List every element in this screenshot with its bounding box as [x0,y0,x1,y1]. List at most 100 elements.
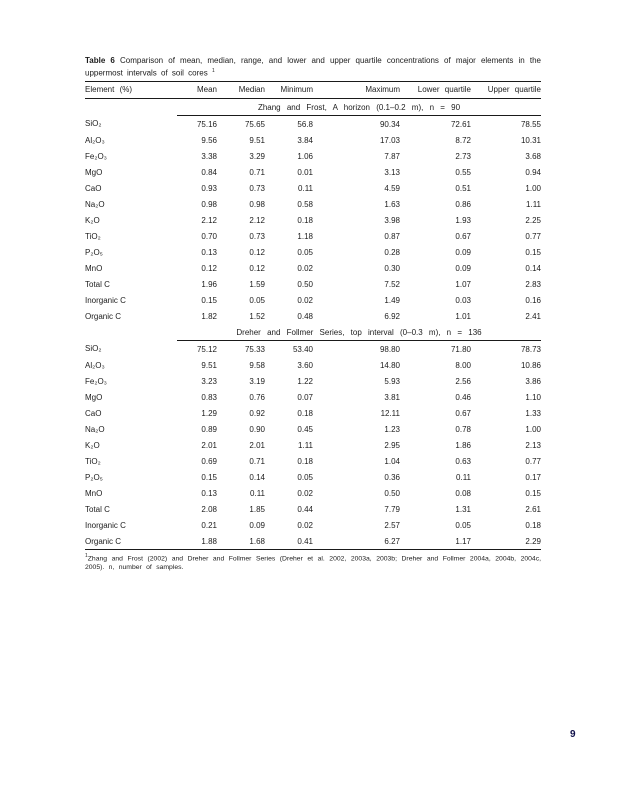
value-cell: 0.05 [249,295,265,305]
column-header-minimum: Minimum [265,81,313,99]
table-row: Na₂O 0.89 0.90 0.45 1.23 0.78 1.00 [85,421,541,437]
element-label: CaO [85,408,102,418]
value-cell: 1.59 [249,279,265,289]
element-label: P₂O₅ [85,472,103,482]
value-cell: 1.18 [297,231,313,241]
element-label: CaO [85,183,102,193]
value-cell: 0.05 [297,247,313,257]
value-cell: 1.31 [455,504,471,514]
element-label: Organic C [85,311,122,321]
value-cell: 78.73 [520,344,541,354]
value-cell: 3.13 [384,167,400,177]
value-cell: 0.09 [455,247,471,257]
table-footnote: 1Zhang and Frost (2002) and Dreher and F… [85,552,541,572]
comparison-table: Element (%) Mean Median Minimum Maximum Lower… [85,81,541,550]
value-cell: 1.07 [455,279,471,289]
value-cell: 1.01 [455,311,471,321]
value-cell: 0.86 [455,199,471,209]
value-cell: 0.98 [249,199,265,209]
value-cell: 1.29 [201,408,217,418]
value-cell: 0.50 [297,279,313,289]
table-row: Inorganic C 0.21 0.09 0.02 2.57 0.05 0.18 [85,517,541,533]
value-cell: 0.41 [265,533,313,550]
value-cell: 0.48 [297,311,313,321]
table-caption: Table 6 Comparison of mean, median, rang… [85,55,541,79]
table-row: MnO 0.12 0.12 0.02 0.30 0.09 0.14 [85,260,541,276]
value-cell: 0.36 [384,472,400,482]
footnote-text: Zhang and Frost (2002) and Dreher and Fo… [85,555,541,572]
value-cell: 3.29 [249,151,265,161]
element-label: Organic C [85,533,177,550]
table-row: K₂O 2.12 2.12 0.18 3.98 1.93 2.25 [85,212,541,228]
value-cell: 6.27 [313,533,400,550]
value-cell: 2.57 [384,520,400,530]
value-cell: 8.00 [455,360,471,370]
table-header-row: Element (%) Mean Median Minimum Maximum Lower… [85,81,541,99]
element-label: Inorganic C [85,295,126,305]
section-header-row: Dreher and Follmer Series, top interval … [85,324,541,341]
element-label: MnO [85,263,103,273]
value-cell: 2.25 [525,215,541,225]
value-cell: 71.80 [450,344,471,354]
value-cell: 7.87 [384,151,400,161]
value-cell: 0.15 [525,247,541,257]
value-cell: 17.03 [379,135,400,145]
section-header: Dreher and Follmer Series, top interval … [177,324,541,341]
value-cell: 0.05 [297,472,313,482]
value-cell: 0.18 [525,520,541,530]
value-cell: 1.11 [298,440,313,450]
value-cell: 0.12 [201,263,217,273]
value-cell: 0.90 [249,424,265,434]
column-header-mean: Mean [177,81,217,99]
element-label: Fe₂O₃ [85,376,107,386]
value-cell: 0.73 [249,231,265,241]
element-label: SiO₂ [85,344,102,354]
value-cell: 0.12 [249,247,265,257]
value-cell: 10.31 [520,135,541,145]
value-cell: 3.68 [525,151,541,161]
section-header-spacer [85,324,177,341]
table-caption-label: Table 6 [85,56,115,65]
value-cell: 1.06 [297,151,313,161]
value-cell: 1.63 [384,199,400,209]
value-cell: 2.95 [384,440,400,450]
value-cell: 0.70 [201,231,217,241]
value-cell: 0.84 [201,167,217,177]
table-row: Fe₂O₃ 3.23 3.19 1.22 5.93 2.56 3.86 [85,373,541,389]
value-cell: 0.18 [297,456,313,466]
value-cell: 2.12 [201,215,217,225]
value-cell: 0.12 [249,263,265,273]
value-cell: 2.56 [455,376,471,386]
value-cell: 2.61 [525,504,541,514]
table-row: TiO₂ 0.70 0.73 1.18 0.87 0.67 0.77 [85,228,541,244]
value-cell: 0.94 [525,167,541,177]
value-cell: 2.08 [201,504,217,514]
value-cell: 72.61 [450,119,471,129]
column-header-maximum: Maximum [313,81,400,99]
value-cell: 0.87 [384,231,400,241]
value-cell: 0.18 [297,408,313,418]
value-cell: 1.04 [384,456,400,466]
section-header: Zhang and Frost, A horizon (0.1–0.2 m), … [177,98,541,116]
value-cell: 0.46 [455,392,471,402]
footnote-marker: 1 [85,552,88,559]
column-header-element: Element (%) [85,81,177,99]
element-label: K₂O [85,440,100,450]
value-cell: 3.60 [297,360,313,370]
value-cell: 3.86 [525,376,541,386]
table-row: CaO 1.29 0.92 0.18 12.11 0.67 1.33 [85,405,541,421]
value-cell: 0.77 [525,456,541,466]
value-cell: 0.92 [249,408,265,418]
value-cell: 2.13 [525,440,541,450]
value-cell: 0.11 [250,488,265,498]
value-cell: 0.93 [201,183,217,193]
value-cell: 0.05 [455,520,471,530]
value-cell: 0.15 [201,295,217,305]
value-cell: 1.22 [297,376,313,386]
value-cell: 0.69 [201,456,217,466]
element-label: Total C [85,504,110,514]
value-cell: 9.58 [249,360,265,370]
value-cell: 0.44 [297,504,313,514]
value-cell: 56.8 [297,119,313,129]
